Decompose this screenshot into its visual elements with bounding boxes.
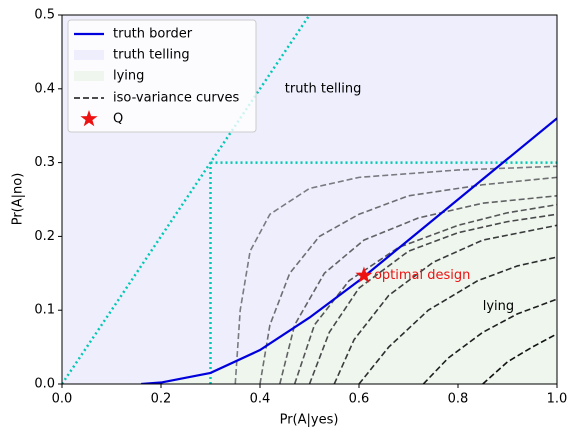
y-axis-label: Pr(A|no) (11, 173, 26, 226)
legend-label: Q (113, 112, 123, 127)
legend-label: iso-variance curves (113, 91, 239, 106)
legend-patch (74, 71, 104, 81)
iso-variance-curve (259, 176, 557, 384)
legend-label: lying (113, 69, 144, 84)
y-tick-label: 0.3 (34, 155, 55, 170)
x-tick-label: 0.0 (52, 392, 73, 407)
x-tick-label: 0.2 (151, 392, 172, 407)
reference-line (62, 15, 311, 384)
point-label: optimal design (374, 268, 470, 283)
region-lying (141, 118, 557, 384)
y-tick-label: 0.2 (34, 229, 55, 244)
annotation: truth telling (285, 81, 362, 96)
x-axis-label: Pr(A|yes) (280, 413, 339, 428)
x-tick-label: 1.0 (547, 392, 568, 407)
iso-variance-curve (333, 224, 557, 384)
x-tick-label: 0.6 (349, 392, 370, 407)
point-q (355, 266, 373, 283)
legend-box (67, 19, 257, 133)
legend-label: truth border (113, 27, 193, 42)
iso-variance-curve (293, 203, 557, 384)
annotation: lying (483, 299, 514, 314)
truth-border (141, 117, 557, 384)
legend-star (80, 110, 98, 127)
legend-label: truth telling (113, 48, 190, 63)
iso-variance-curve (358, 256, 557, 384)
y-tick-label: 0.0 (34, 377, 55, 392)
x-tick-label: 0.8 (448, 392, 469, 407)
iso-variance-curve (482, 333, 557, 384)
axes-frame (61, 14, 558, 385)
y-tick-label: 0.4 (34, 81, 55, 96)
x-tick-label: 0.4 (250, 392, 271, 407)
y-tick-label: 0.1 (34, 303, 55, 318)
iso-variance-curve (279, 195, 557, 384)
iso-variance-curve (234, 165, 557, 384)
y-tick-label: 0.5 (34, 8, 55, 23)
iso-variance-curve (308, 213, 557, 384)
iso-variance-curve (422, 298, 557, 384)
legend: truth border truth telling lying iso-varian… (67, 19, 257, 133)
legend-patch (74, 50, 104, 60)
